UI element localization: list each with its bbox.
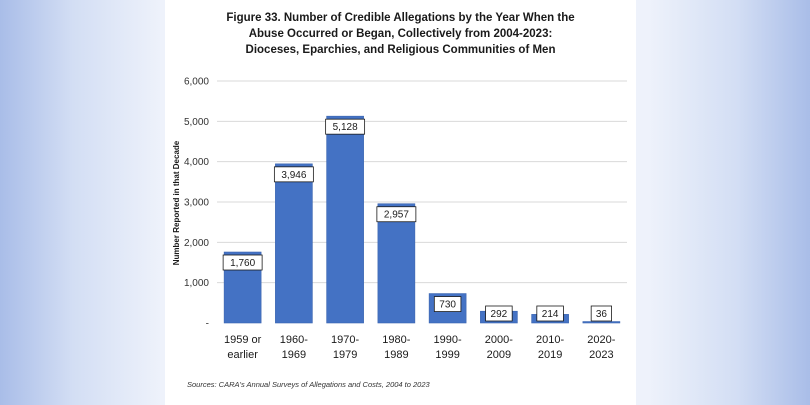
source-title: Annual Surveys of Allegations and Costs,… xyxy=(246,380,430,389)
x-tick-label: 1959 or xyxy=(224,334,262,346)
x-tick-label: 1979 xyxy=(333,349,357,361)
y-tick-label: 2,000 xyxy=(184,238,209,249)
y-axis-tick-labels: - 1,000 2,000 3,000 4,000 5,000 6,000 xyxy=(184,77,209,330)
x-tick-label: earlier xyxy=(227,349,258,361)
x-tick-label: 1969 xyxy=(282,349,306,361)
y-tick-label: 5,000 xyxy=(184,117,209,128)
data-label-box xyxy=(222,254,263,271)
chart-title: Figure 33. Number of Credible Allegation… xyxy=(165,10,636,58)
chart-title-line-2: Abuse Occurred or Began, Collectively fr… xyxy=(248,28,553,40)
x-tick-label: 1990- xyxy=(434,334,462,346)
x-tick-label: 2023 xyxy=(589,349,613,361)
bar xyxy=(377,203,416,324)
x-tick-label: 2010- xyxy=(536,334,564,346)
data-label: 214 xyxy=(542,309,559,320)
x-tick-label: 2019 xyxy=(538,349,562,361)
y-tick-label: 1,000 xyxy=(184,278,209,289)
data-label-box xyxy=(273,166,314,183)
bar xyxy=(275,163,313,324)
x-tick-label: 1960- xyxy=(280,334,308,346)
data-label-box xyxy=(536,305,564,322)
y-tick-label: 3,000 xyxy=(184,198,209,209)
chart-title-line-3: Dioceses, Eparchies, and Religious Commu… xyxy=(245,44,556,56)
source-prefix: Sources: CARA's xyxy=(187,380,247,389)
data-label: 292 xyxy=(491,309,508,320)
data-label: 36 xyxy=(596,309,608,320)
x-tick-label: 1970- xyxy=(331,334,359,346)
chart-title-line-1: Figure 33. Number of Credible Allegation… xyxy=(226,12,575,24)
source-note: Sources: CARA's Annual Surveys of Allega… xyxy=(187,380,430,389)
bar-chart: - 1,000 2,000 3,000 4,000 5,000 6,000 Number R… xyxy=(172,77,627,361)
y-tick-label: 6,000 xyxy=(184,77,209,88)
x-tick-label: 2009 xyxy=(487,349,511,361)
x-axis-tick-labels: 1959 or earlier 1960- 1969 1970- 1979 1980- 198… xyxy=(224,334,616,361)
data-label-box xyxy=(325,118,366,135)
data-label-box xyxy=(376,206,417,223)
bar xyxy=(326,115,364,324)
x-tick-label: 1989 xyxy=(384,349,408,361)
data-label: 1,760 xyxy=(230,258,255,269)
data-label: 5,128 xyxy=(333,122,358,133)
data-label-box xyxy=(433,296,462,312)
bar xyxy=(582,321,621,324)
x-tick-label: 2020- xyxy=(587,334,615,346)
data-label: 730 xyxy=(439,300,456,311)
data-label: 2,957 xyxy=(384,210,409,221)
data-label-box xyxy=(590,305,612,322)
bars: 1,760 3,946 5,128 2,957 730 292 214 36 xyxy=(222,115,621,324)
y-tick-label: - xyxy=(206,319,209,330)
x-tick-label: 2000- xyxy=(485,334,513,346)
data-label-box xyxy=(485,305,513,322)
x-tick-label: 1999 xyxy=(435,349,459,361)
y-axis-label: Number Reported in that Decade xyxy=(172,140,181,265)
y-tick-label: 4,000 xyxy=(184,157,209,168)
data-label: 3,946 xyxy=(281,170,306,181)
chart-card: Figure 33. Number of Credible Allegation… xyxy=(165,0,636,405)
x-tick-label: 1980- xyxy=(382,334,410,346)
